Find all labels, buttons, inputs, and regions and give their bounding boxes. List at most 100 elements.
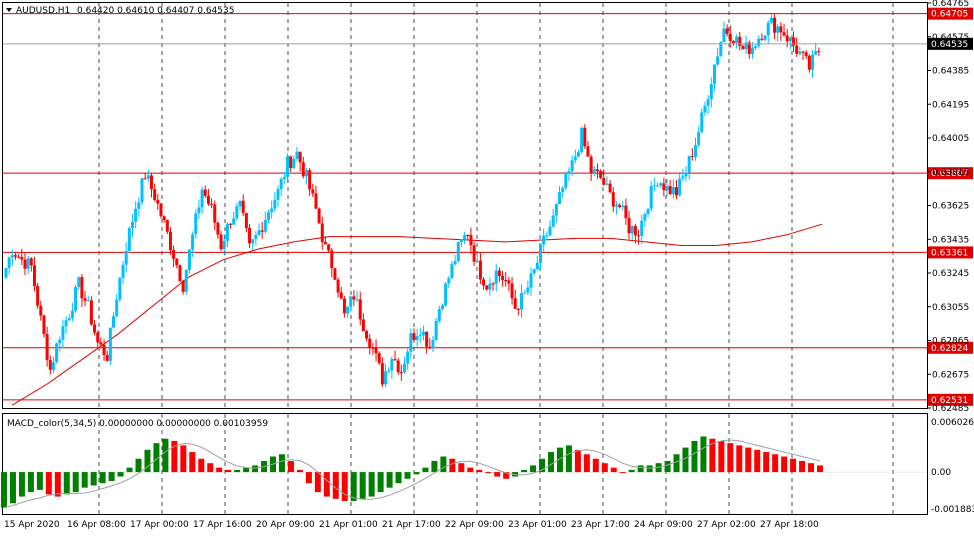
candle-body [469, 234, 473, 246]
candle-body [488, 283, 492, 290]
candle-body [624, 205, 628, 219]
candle-body [425, 331, 429, 347]
x-tick-label: 27 Apr 18:00 [760, 520, 819, 530]
candle-body [387, 370, 391, 372]
candle-body [614, 204, 618, 207]
level-tag [928, 246, 973, 259]
macd-bar [117, 472, 124, 477]
candle-body [203, 189, 207, 196]
candle-body [630, 226, 634, 234]
macd-bar [565, 445, 572, 473]
candle-body [32, 265, 36, 286]
macd-bar [574, 449, 581, 473]
candle-body [156, 199, 160, 204]
candle-body [440, 305, 444, 310]
candle-body [466, 234, 470, 236]
macd-bar [341, 472, 348, 502]
candle-body [377, 353, 381, 364]
candle-body [605, 183, 609, 185]
candle-body [656, 185, 660, 187]
x-tick-label: 16 Apr 08:00 [67, 520, 126, 530]
macd-bar [305, 472, 312, 484]
macd-y-tick-label: -0.001883 [931, 505, 974, 515]
macd-bar [296, 469, 303, 473]
candle-body [23, 259, 27, 269]
candle-body [399, 372, 403, 374]
macd-bar [610, 467, 617, 473]
candle-body [576, 152, 580, 157]
candle-body [260, 230, 264, 232]
candle-body [412, 333, 416, 341]
candle-body [811, 54, 815, 70]
current-price-line: 0.64535 [3, 37, 973, 50]
candle-body [178, 265, 182, 282]
y-tick-label: 0.63245 [932, 269, 969, 279]
candle-body [232, 218, 236, 225]
macd-bar [718, 440, 725, 473]
macd-bar [386, 472, 393, 488]
chart-menu-icon[interactable] [6, 8, 12, 12]
candle-body [535, 262, 539, 270]
candle-body [327, 244, 331, 251]
chart-ohlc: 0.64420 0.64610 0.64407 0.64535 [77, 6, 234, 16]
chart-symbol: AUDUSD,H1 [16, 6, 70, 16]
candle-body [172, 250, 176, 259]
candle-body [592, 169, 596, 173]
candle-body [121, 264, 125, 278]
x-tick-label: 22 Apr 09:00 [445, 520, 504, 530]
y-tick-label: 0.62865 [932, 337, 969, 347]
macd-bar [556, 447, 563, 473]
candle-body [159, 203, 163, 217]
candle-body [447, 278, 451, 284]
macd-bar [1, 472, 7, 508]
candle-body [618, 204, 622, 207]
candle-body [788, 37, 792, 42]
candle-body [384, 371, 388, 385]
candle-body [716, 56, 720, 65]
candle-body [317, 208, 321, 224]
candle-body [48, 359, 52, 370]
macd-bar [754, 449, 761, 473]
candle-body [703, 105, 707, 113]
candle-body [428, 346, 432, 349]
candle-body [99, 342, 103, 345]
macd-bar [54, 472, 61, 497]
time-axis: 15 Apr 2020 16 Apr 08:00 17 Apr 00:00 17 Ap… [4, 520, 819, 530]
horizontal-levels[interactable]: 0.64705 0.63807 0.63361 0.62824 0.62531 [3, 7, 973, 406]
macd-bar [440, 456, 447, 473]
candle-body [153, 189, 157, 200]
candle-body [323, 241, 327, 245]
macd-bar [449, 458, 456, 473]
candle-body [267, 212, 271, 220]
candle-body [7, 257, 11, 269]
candle-body [257, 230, 261, 235]
macd-bar [404, 472, 411, 479]
candle-body [210, 203, 214, 205]
macd-bar [592, 458, 599, 473]
y-tick-label: 0.62485 [932, 404, 969, 414]
candle-body [403, 363, 407, 373]
candle-body [725, 28, 729, 34]
macd-bar [90, 472, 97, 486]
macd-bar [108, 472, 115, 481]
candle-body [744, 42, 748, 50]
candle-body [13, 255, 17, 257]
macd-bar [135, 458, 142, 473]
candle-body [459, 239, 463, 243]
candle-body [602, 177, 606, 185]
candle-body [314, 193, 318, 209]
candle-body [96, 332, 100, 343]
candle-body [687, 156, 691, 173]
candle-body [10, 255, 14, 258]
candle-body [599, 171, 603, 178]
candle-body [807, 55, 811, 70]
macd-bar [691, 440, 698, 473]
candle-body [497, 270, 501, 277]
candle-body [595, 169, 599, 172]
macd-bar [431, 460, 438, 473]
level-tag-label: 0.62531 [931, 396, 968, 406]
macd-bar [413, 472, 420, 475]
candle-body [665, 186, 669, 191]
macd-bar [234, 469, 241, 473]
